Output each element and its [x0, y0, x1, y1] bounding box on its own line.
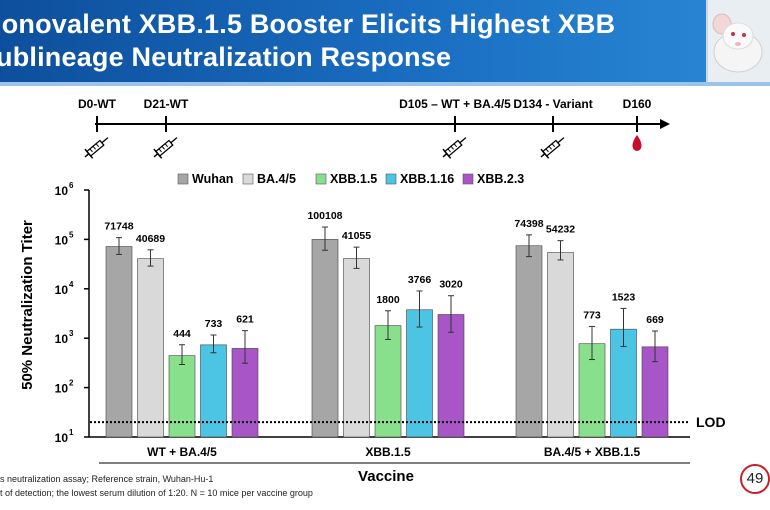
title-line-2: ublineage Neutralization Response: [0, 42, 452, 72]
data-label: 71748: [104, 221, 133, 233]
header-divider: [0, 82, 770, 86]
bar: [343, 258, 370, 438]
syringe-icon: [540, 137, 565, 159]
bar: [168, 355, 196, 438]
timeline-label: D105 – WT + BA.4/5: [399, 97, 511, 111]
y-tick-label: 10: [55, 382, 69, 396]
legend-swatch: [315, 173, 327, 185]
x-axis-label: Vaccine: [358, 468, 414, 485]
footnote-2: t of detection; the lowest serum dilutio…: [0, 488, 313, 498]
data-label: 1523: [612, 291, 636, 303]
legend-swatch: [385, 173, 397, 185]
data-label: 40689: [136, 233, 165, 245]
mouse-image: [706, 0, 770, 82]
y-axis-label: 50% Neutralization Titer: [19, 220, 36, 390]
bar: [437, 314, 465, 438]
data-label: 621: [236, 314, 254, 326]
bar: [311, 239, 339, 438]
x-tick-label: WT + BA.4/5: [147, 445, 217, 459]
legend-swatch: [462, 173, 474, 185]
timeline-label: D160: [623, 97, 652, 111]
y-tick-exponent: 6: [69, 181, 74, 190]
x-tick-label: BA.4/5 + XBB.1.5: [544, 445, 641, 459]
syringe-icon: [442, 137, 467, 159]
data-label: 1800: [376, 294, 400, 306]
data-label: 3020: [439, 279, 463, 291]
y-tick-exponent: 2: [69, 379, 74, 388]
y-tick-exponent: 3: [69, 329, 74, 338]
x-tick-label: XBB.1.5: [365, 445, 411, 459]
timeline-label: D134 - Variant: [513, 97, 592, 111]
data-label: 54232: [546, 224, 575, 236]
data-label: 669: [646, 314, 664, 326]
data-label: 100108: [307, 210, 342, 222]
legend-label: BA.4/5: [257, 172, 296, 186]
data-label: 3766: [408, 274, 432, 286]
y-tick-label: 10: [55, 233, 69, 247]
legend-swatch: [242, 173, 254, 185]
y-tick-exponent: 5: [69, 230, 74, 239]
syringe-icon: [84, 137, 109, 159]
timeline-arrowhead: [660, 119, 670, 129]
legend: Wuhan BA.4/5 XBB.1.5 XBB.1.16 XBB.2.3: [177, 172, 524, 186]
bar: [137, 258, 164, 438]
y-tick-label: 10: [55, 184, 69, 198]
mouse-icon: [712, 13, 763, 73]
legend-label: XBB.1.16: [400, 172, 454, 186]
bar: [406, 309, 433, 438]
blood-drop-icon: [632, 135, 642, 151]
bar: [200, 344, 227, 438]
bar: [610, 328, 637, 438]
bar: [105, 246, 133, 438]
data-label: 773: [583, 309, 601, 321]
timeline: D0-WT D21-WT D105 – WT + BA.4/5 D134 - Vari…: [78, 97, 670, 159]
legend-swatch: [177, 173, 189, 185]
y-tick-exponent: 1: [69, 428, 74, 437]
legend-label: XBB.2.3: [477, 172, 524, 186]
data-label: 733: [205, 318, 223, 330]
bar: [374, 325, 402, 438]
page-number: 49: [740, 464, 770, 494]
footnote-1: s neutralization assay; Reference strain…: [0, 474, 214, 484]
legend-label: XBB.1.5: [330, 172, 377, 186]
data-label: 41055: [342, 230, 371, 242]
title-banner: lonovalent XBB.1.5 Booster Elicits Highe…: [0, 0, 770, 82]
lod: LOD: [90, 414, 726, 430]
data-label: 74398: [514, 218, 543, 230]
bar: [547, 252, 574, 438]
timeline-label: D21-WT: [144, 97, 189, 111]
data-label: 444: [173, 328, 191, 340]
syringe-icon: [153, 137, 178, 159]
title-line-1: lonovalent XBB.1.5 Booster Elicits Highe…: [0, 9, 616, 39]
y-tick-label: 10: [55, 332, 69, 346]
legend-label: Wuhan: [192, 172, 233, 186]
timeline-label: D0-WT: [78, 97, 117, 111]
y-tick-label: 10: [55, 431, 69, 445]
lod-label: LOD: [696, 414, 726, 430]
y-tick-label: 10: [55, 283, 69, 297]
y-tick-exponent: 4: [69, 280, 74, 289]
bar: [515, 245, 543, 438]
